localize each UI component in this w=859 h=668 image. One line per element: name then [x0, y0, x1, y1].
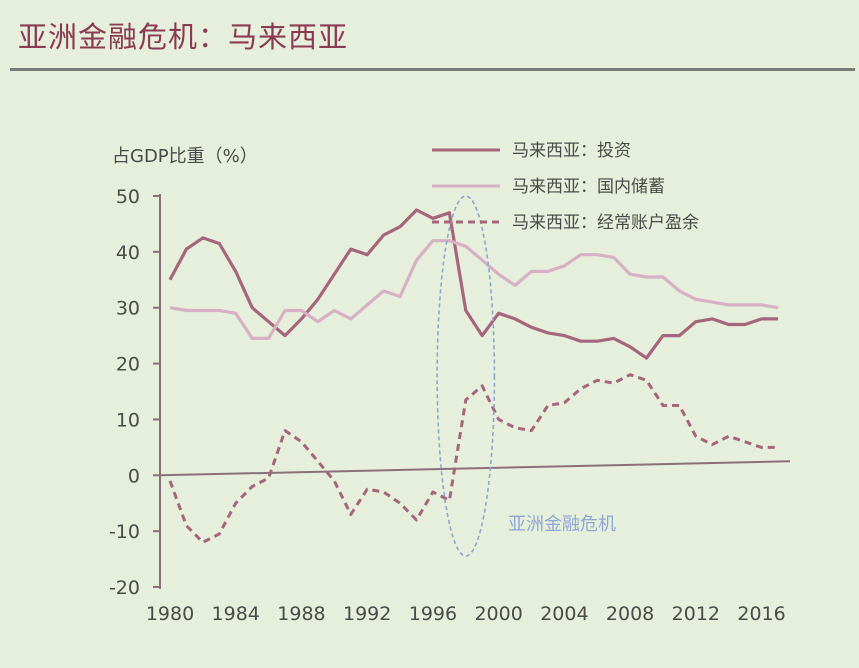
y-axis: 50 40 30 20 10 0 -10 -20 — [109, 186, 161, 599]
savings-line — [169, 239, 779, 340]
series-lines — [168, 208, 779, 544]
crisis-annotation: 亚洲金融危机 — [436, 195, 616, 557]
x-tick-label: 1980 — [146, 603, 194, 625]
y-axis-label: 占GDP比重（%） — [112, 146, 258, 167]
x-tick-label: 1988 — [277, 603, 325, 625]
x-tick-label: 1992 — [343, 603, 391, 625]
x-tick-label: 2004 — [540, 603, 588, 625]
slide-title: 亚洲金融危机：马来西亚 — [18, 20, 349, 54]
y-tick-label: -10 — [109, 521, 140, 543]
x-tick-label: 2012 — [672, 603, 720, 625]
title-divider — [10, 68, 855, 71]
investment-line — [168, 208, 778, 360]
y-tick-label: -20 — [109, 577, 140, 599]
y-tick-label: 20 — [116, 354, 140, 376]
crisis-ellipse — [436, 195, 496, 557]
crisis-label: 亚洲金融危机 — [508, 514, 616, 535]
current-account-line — [168, 373, 778, 544]
y-tick-label: 30 — [116, 298, 140, 320]
y-tick-label: 10 — [116, 409, 140, 431]
y-tick-label: 40 — [116, 242, 140, 264]
x-tick-label: 2008 — [606, 603, 654, 625]
legend-label: 马来西亚：投资 — [512, 141, 631, 161]
y-tick-label: 50 — [116, 186, 140, 208]
legend-label: 马来西亚：经常账户盈余 — [512, 213, 699, 233]
y-tick-label: 0 — [128, 465, 140, 487]
x-axis-line — [159, 460, 791, 477]
x-axis: 1980 1984 1988 1992 1996 2000 2004 2008 2012 2016 — [146, 460, 791, 625]
x-tick-label: 1996 — [409, 603, 457, 625]
x-tick-label: 2016 — [737, 603, 785, 625]
x-tick-label: 1984 — [212, 603, 260, 625]
legend-label: 马来西亚：国内储蓄 — [512, 177, 665, 197]
x-tick-label: 2000 — [474, 603, 522, 625]
